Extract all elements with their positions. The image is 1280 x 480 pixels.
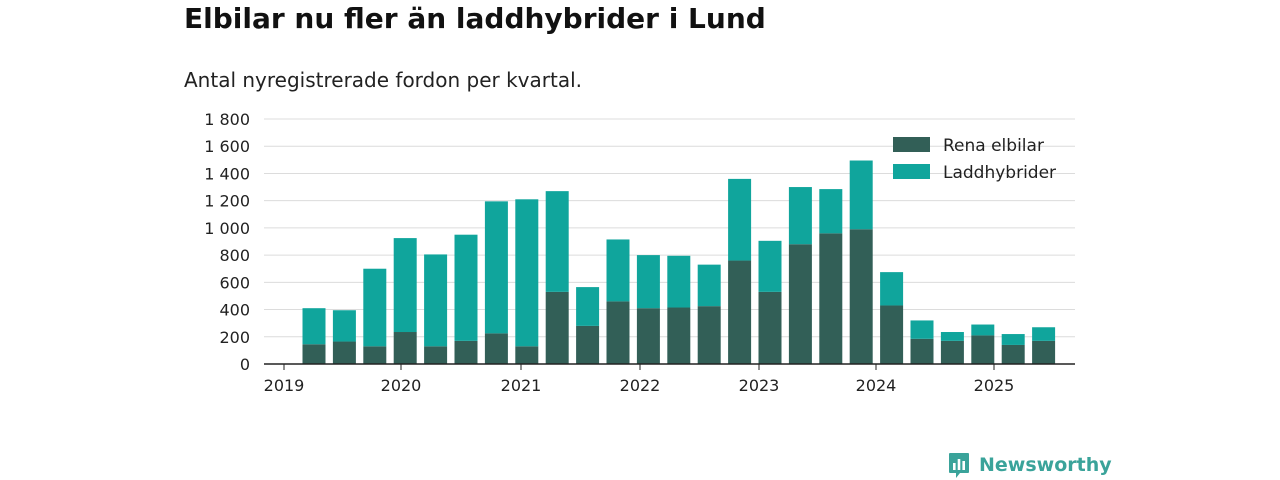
bar-rena-elbilar [910,338,934,364]
chart-title: Elbilar nu fler än laddhybrider i Lund [184,2,766,35]
y-tick-label: 1 400 [204,164,250,183]
bar-laddhybrider [971,324,995,336]
legend-label: Laddhybrider [943,163,1056,183]
bar-rena-elbilar [1032,340,1056,364]
bar-laddhybrider [302,308,326,345]
bar-rena-elbilar [880,305,904,364]
bar-rena-elbilar [454,340,478,364]
y-tick-label: 1 600 [204,137,250,156]
bar-rena-elbilar [1001,344,1025,364]
bar-rena-elbilar [606,301,630,364]
bar-rena-elbilar [302,344,326,364]
x-tick-label: 2024 [856,376,897,395]
bar-laddhybrider [484,201,508,334]
bar-laddhybrider [393,238,417,333]
bar-rena-elbilar [636,308,660,364]
bar-laddhybrider [819,189,843,234]
x-tick-label: 2022 [620,376,661,395]
bar-rena-elbilar [849,229,873,364]
x-tick-label: 2019 [264,376,305,395]
x-tick-label: 2020 [381,376,422,395]
bar-laddhybrider [728,178,752,261]
bar-laddhybrider [363,268,387,347]
bar-laddhybrider [849,160,873,230]
bar-rena-elbilar [758,291,782,364]
bar-rena-elbilar [393,332,417,364]
bar-laddhybrider [1032,327,1056,341]
bar-rena-elbilar [363,346,387,364]
bar-laddhybrider [576,287,600,326]
y-tick-label: 1 000 [204,219,250,238]
bar-rena-elbilar [576,325,600,364]
bar-rena-elbilar [484,333,508,364]
bar-laddhybrider [880,272,904,306]
bar-laddhybrider [636,255,660,309]
bar-laddhybrider [424,254,448,347]
legend-swatch [893,164,930,179]
y-tick-label: 200 [219,328,250,347]
chart-badge-icon [949,453,969,478]
bar-rena-elbilar [728,260,752,364]
bar-laddhybrider [1001,334,1025,345]
bar-laddhybrider [910,320,934,339]
bar-laddhybrider [606,239,630,302]
bar-laddhybrider [515,199,539,347]
chart-subtitle: Antal nyregistrerade fordon per kvartal. [184,68,583,92]
bar-rena-elbilar [940,340,964,364]
bar-laddhybrider [454,234,478,341]
bar-laddhybrider [758,240,782,292]
y-tick-label: 0 [240,355,250,374]
bar-rena-elbilar [788,244,812,364]
bar-laddhybrider [667,255,691,308]
legend-swatch [893,137,930,152]
newsworthy-brand: Newsworthy [948,450,1112,480]
brand-name: Newsworthy [979,454,1112,476]
bar-laddhybrider [788,187,812,245]
x-tick-label: 2023 [739,376,780,395]
legend-label: Rena elbilar [943,136,1044,156]
y-tick-label: 400 [219,301,250,320]
bar-laddhybrider [697,264,721,307]
bar-rena-elbilar [667,307,691,364]
bar-rena-elbilar [545,291,569,364]
bar-laddhybrider [332,310,356,342]
bar-rena-elbilar [515,346,539,364]
bar-laddhybrider [545,191,569,292]
y-tick-label: 600 [219,273,250,292]
bar-rena-elbilar [819,233,843,364]
bar-rena-elbilar [332,341,356,364]
y-tick-label: 1 800 [204,110,250,129]
bar-laddhybrider [940,332,964,341]
bar-rena-elbilar [424,346,448,364]
y-tick-label: 1 200 [204,192,250,211]
bar-rena-elbilar [971,335,995,364]
x-tick-label: 2021 [501,376,542,395]
x-tick-label: 2025 [974,376,1015,395]
y-tick-label: 800 [219,246,250,265]
bar-rena-elbilar [697,306,721,364]
